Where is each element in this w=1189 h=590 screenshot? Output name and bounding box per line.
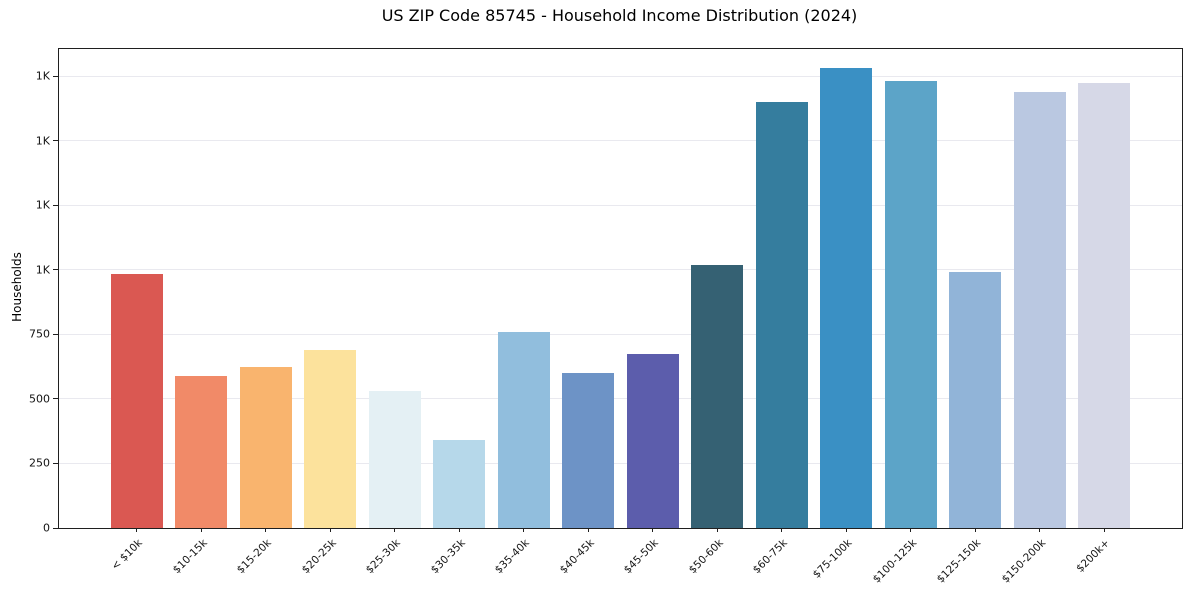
x-tick-mark [458,528,460,532]
bar [755,101,808,528]
bar [304,349,357,528]
y-tick-label: 1K [35,69,50,83]
bar [1078,82,1131,528]
x-tick-label: $35-40k [492,537,533,577]
x-tick-mark [587,528,589,532]
bar [562,373,615,528]
y-tick-mark [53,333,58,335]
x-tick-label: $75-100k [810,537,855,581]
bar [949,272,1002,528]
y-tick-mark [53,398,58,400]
gridline [59,333,1182,335]
y-tick-mark [53,204,58,206]
y-tick-label: 750 [29,327,50,341]
x-tick-mark [329,528,331,532]
x-tick-mark [910,528,912,532]
bar [820,68,873,528]
x-tick-mark [781,528,783,532]
x-tick-mark [523,528,525,532]
bar [239,366,292,528]
gridline [59,75,1182,77]
x-tick-mark [652,528,654,532]
bar [175,375,228,528]
bar [1013,91,1066,528]
y-tick-mark [53,527,58,529]
bar [368,391,421,528]
x-tick-mark [394,528,396,532]
x-tick-label: $40-45k [557,537,597,577]
bar [497,331,550,528]
x-tick-label: $45-50k [621,537,662,577]
bar [626,353,679,528]
y-tick-label: 1K [35,198,50,212]
x-tick-mark [200,528,202,532]
x-tick-label: $30-35k [428,537,468,577]
y-tick-label: 0 [43,521,50,535]
gridline [59,204,1182,206]
bar [691,264,744,528]
bar [433,440,486,528]
x-tick-label: $60-75k [750,537,791,577]
y-axis-label: Households [10,252,24,322]
gridline [59,398,1182,400]
x-tick-mark [1039,528,1041,532]
y-tick-label: 1K [35,263,50,277]
x-tick-mark [845,528,847,532]
gridline [59,462,1182,464]
y-tick-mark [53,140,58,142]
x-tick-label: $200k+ [1074,537,1113,575]
x-tick-label: $15-20k [234,537,275,577]
x-tick-mark [716,528,718,532]
gridline [59,140,1182,142]
x-tick-mark [974,528,976,532]
x-tick-label: $150-200k [999,537,1049,586]
x-tick-label: $20-25k [299,537,339,577]
bar [110,273,163,528]
y-tick-mark [53,462,58,464]
x-tick-label: $25-30k [363,537,404,577]
plot-area: 0 250 500 750 1K 1K 1K 1K < $10k $10-15k $15-20k $2… [29,48,1183,586]
x-tick-label: $10-15k [170,537,210,577]
x-tick-label: $100-125k [870,537,920,586]
x-tick-label: $125-150k [935,537,984,586]
x-tick-label: $50-60k [686,537,726,577]
y-tick-mark [53,75,58,77]
gridline [59,269,1182,271]
bar [884,81,937,528]
y-tick-mark [53,269,58,271]
y-tick-label: 500 [29,392,50,406]
x-tick-mark [136,528,138,532]
x-tick-label: < $10k [109,537,146,573]
chart-title: US ZIP Code 85745 - Household Income Dis… [381,6,858,25]
y-tick-label: 250 [29,456,50,470]
x-tick-mark [265,528,267,532]
x-tick-mark [1103,528,1105,532]
y-tick-label: 1K [35,134,50,148]
